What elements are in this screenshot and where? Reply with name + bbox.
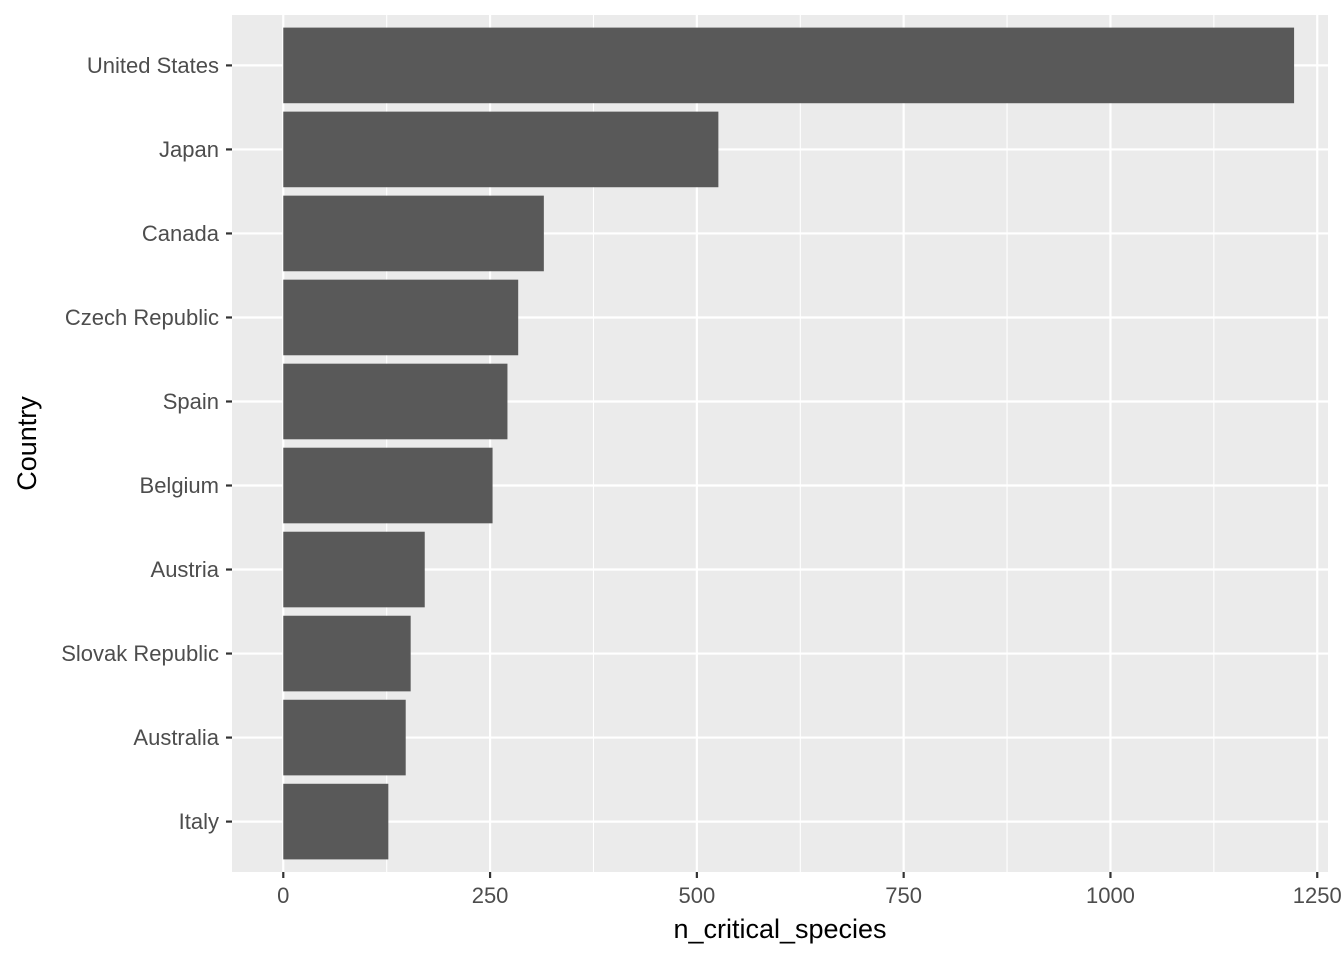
- bar: [283, 27, 1295, 104]
- bar: [283, 279, 519, 356]
- bar: [283, 615, 411, 692]
- y-axis-title: Country: [12, 396, 42, 491]
- x-tick-label: 750: [885, 883, 922, 908]
- y-tick-label: Belgium: [140, 473, 219, 498]
- x-tick-label: 0: [277, 883, 289, 908]
- bar: [283, 447, 493, 524]
- x-tick-label: 1000: [1086, 883, 1135, 908]
- bar: [283, 531, 425, 608]
- y-tick-label: Italy: [179, 809, 219, 834]
- y-tick-label: Spain: [163, 389, 219, 414]
- x-tick-label: 500: [679, 883, 716, 908]
- y-tick-label: Slovak Republic: [61, 641, 219, 666]
- y-tick-label: Czech Republic: [65, 305, 219, 330]
- x-tick-label: 1250: [1293, 883, 1342, 908]
- bar: [283, 783, 389, 860]
- x-axis: 0 250 500 750 1000 1250: [277, 872, 1342, 908]
- y-tick-label: Austria: [151, 557, 220, 582]
- bar: [283, 699, 406, 776]
- y-tick-label: Japan: [159, 137, 219, 162]
- bar: [283, 195, 544, 272]
- y-tick-label: Australia: [133, 725, 219, 750]
- bars: [283, 27, 1295, 860]
- y-tick-label: Canada: [142, 221, 220, 246]
- x-axis-title: n_critical_species: [673, 914, 886, 944]
- x-tick-label: 250: [472, 883, 509, 908]
- y-axis: United States Japan Canada Czech Republic Sp…: [61, 53, 232, 834]
- y-tick-label: United States: [87, 53, 219, 78]
- bar: [283, 111, 719, 188]
- bar: [283, 363, 508, 440]
